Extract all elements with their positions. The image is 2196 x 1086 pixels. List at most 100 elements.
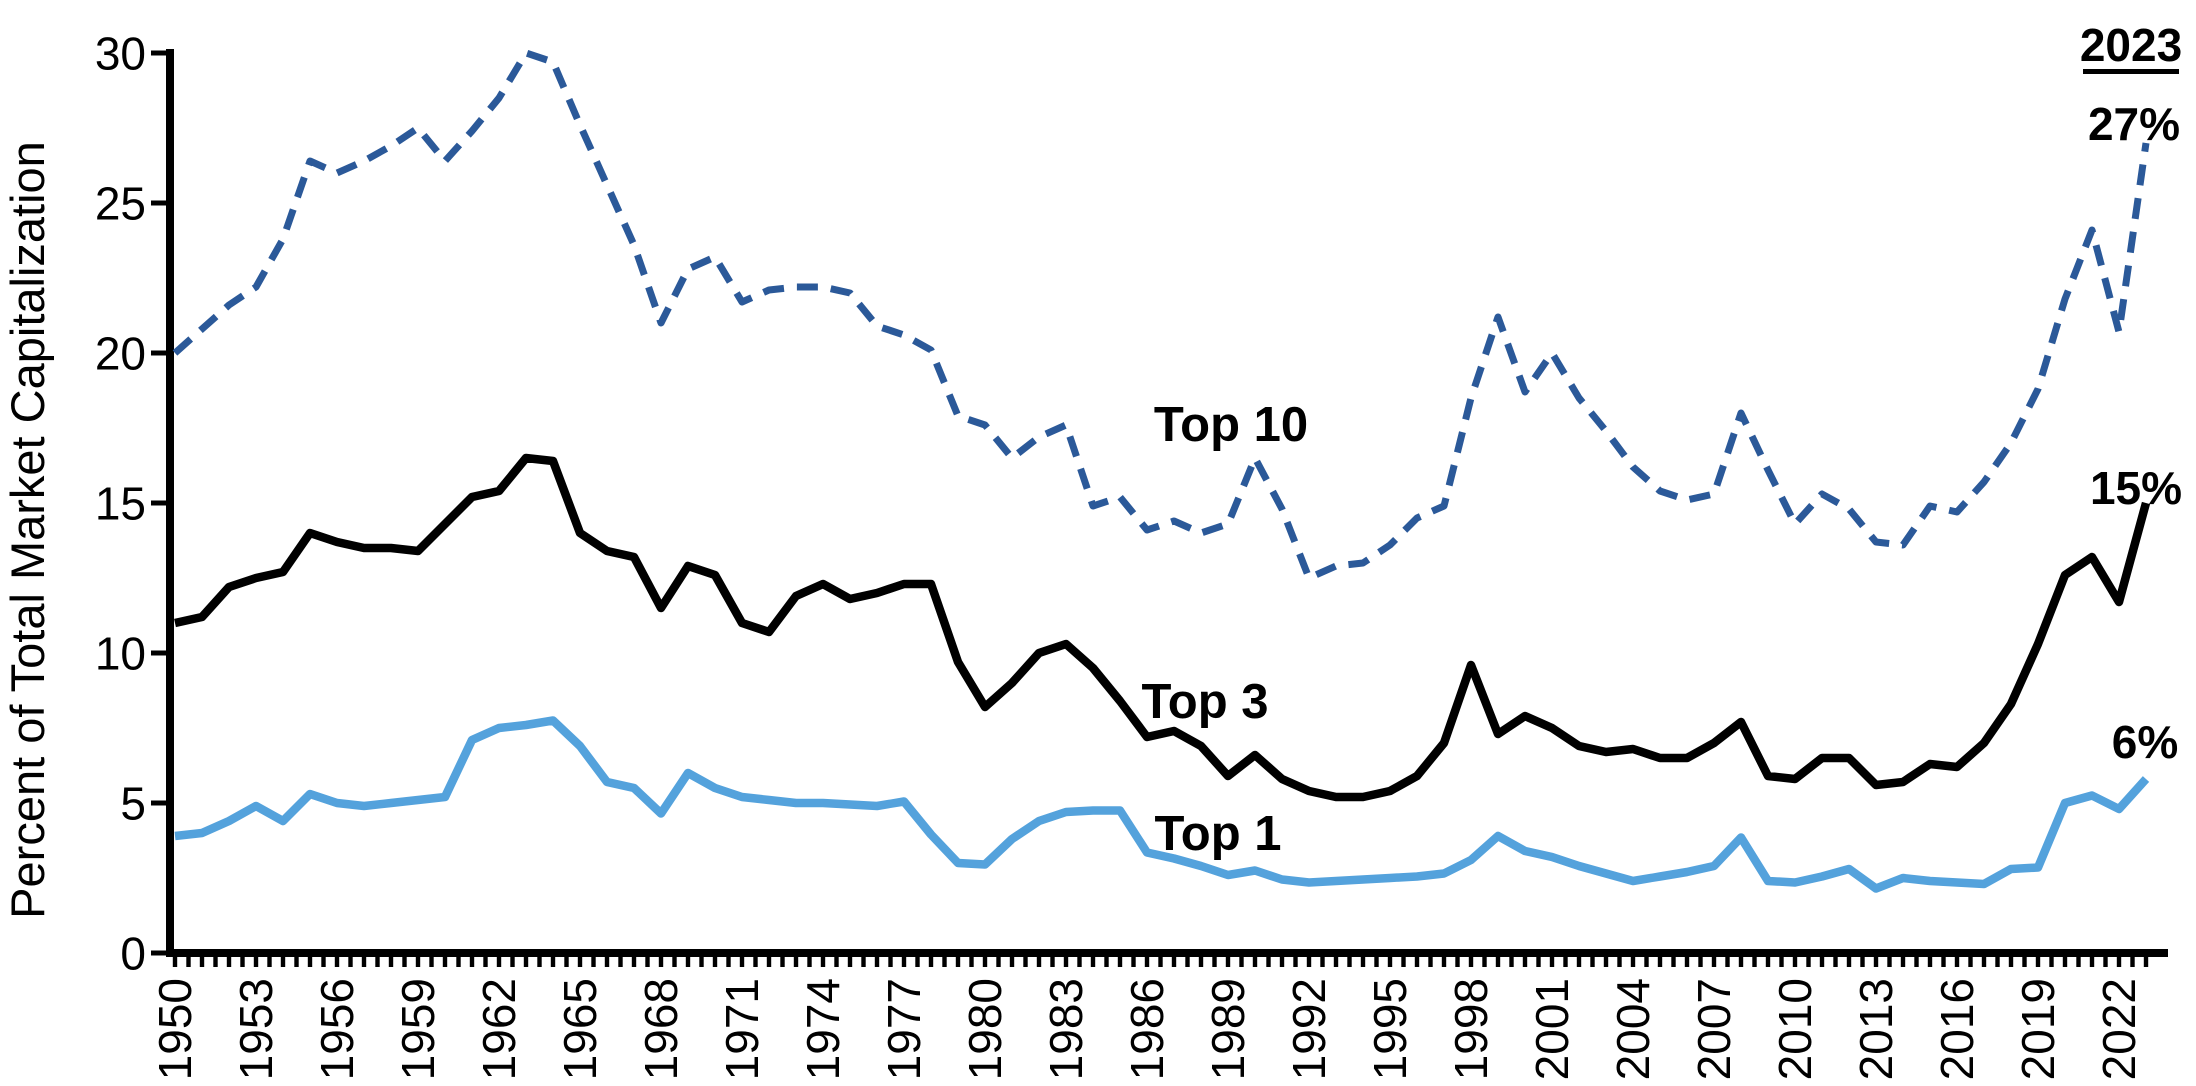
y-axis-tick-label: 25 [95,178,146,230]
x-axis-tick [1576,957,1582,967]
x-axis-tick [820,957,826,967]
x-axis-tick [334,957,340,967]
x-axis-tick [888,957,893,967]
x-axis-tick [996,957,1001,967]
x-axis-tick [213,957,218,967]
x-axis-tick-label: 1950 [149,978,201,1080]
x-axis-tick [753,957,758,967]
x-axis-tick [294,957,299,967]
x-axis-tick [483,957,488,967]
x-axis-tick [2008,957,2014,967]
x-axis-tick [928,957,934,967]
x-axis-tick [388,957,394,967]
x-axis-tick [496,957,502,967]
x-axis-tick [564,957,569,967]
x-axis-tick [1765,957,1771,967]
x-axis-tick [955,957,961,967]
x-axis-tick [1212,957,1217,967]
x-axis-tick-label: 2022 [2093,978,2145,1080]
x-axis-tick-label: 1977 [878,978,930,1080]
x-axis-tick-label: 2007 [1688,978,1740,1080]
x-axis-tick [1644,957,1649,967]
x-axis-tick [226,957,232,967]
series-line-top-1 [174,716,2150,893]
x-axis-tick-label: 2010 [1769,978,1821,1080]
x-axis-tick [1482,957,1487,967]
x-axis-tick-label: 1980 [959,978,1011,1080]
x-axis-tick [1104,957,1109,967]
x-axis-tick [847,957,853,967]
x-axis-tick [1360,957,1366,967]
x-axis-tick [2103,957,2108,967]
x-axis-tick [1320,957,1325,967]
series-line-top-3 [174,453,2151,802]
x-axis-tick [2130,957,2135,967]
x-axis-tick [1819,957,1825,967]
x-axis-tick [1873,957,1879,967]
annotation-top1-value: 6% [2112,716,2178,768]
x-axis-tick [537,957,542,967]
x-axis-tick [2062,957,2068,967]
x-axis-tick [1698,957,1703,967]
x-axis-tick-label: 1962 [473,978,525,1080]
x-axis-tick [2049,957,2054,967]
x-axis-tick [1509,957,1514,967]
x-axis-tick [1603,957,1609,967]
series-label-top3: Top 3 [1141,675,1268,729]
x-axis-tick [1846,957,1852,967]
x-axis-tick [915,957,920,967]
x-axis-tick [199,957,205,967]
x-axis-tick [1981,957,1987,967]
x-axis-tick [523,957,529,967]
x-axis-tick-label: 1998 [1445,978,1497,1080]
x-axis-tick [1711,957,1717,967]
x-axis-tick [1941,957,1946,967]
x-axis-tick-label: 1995 [1364,978,1416,1080]
x-axis-tick [1198,957,1204,967]
y-axis-tick [151,350,170,356]
x-axis-tick [901,957,907,967]
annotation-year-2023: 2023 [2080,19,2182,71]
x-axis-tick [1657,957,1663,967]
x-axis-tick [1522,957,1528,967]
y-axis-tick-label: 5 [120,778,146,830]
x-axis-tick [1131,957,1136,967]
annotation-year-underline [2083,69,2179,74]
x-axis-tick [591,957,596,967]
x-axis-tick [1401,957,1406,967]
annotation-top3-value: 15% [2090,462,2182,514]
y-axis-tick-label: 30 [95,28,146,80]
x-axis-tick [1225,957,1231,967]
x-axis-tick-label: 1974 [797,978,849,1080]
x-axis-tick [1792,957,1798,967]
x-axis-tick [1779,957,1784,967]
x-axis-tick [2076,957,2081,967]
x-axis-tick [402,957,407,967]
x-axis-tick [942,957,947,967]
x-axis-tick [645,957,650,967]
x-axis-tick [1171,957,1177,967]
y-axis-tick [151,650,170,656]
x-axis-tick [1374,957,1379,967]
x-axis-tick-label: 1983 [1040,978,1092,1080]
x-axis-tick [807,957,812,967]
x-axis-tick-label: 2001 [1526,978,1578,1080]
x-axis-tick [510,957,515,967]
x-axis-tick-label: 1986 [1121,978,1173,1080]
x-axis-tick [1279,957,1285,967]
x-axis-tick-label: 2004 [1607,978,1659,1080]
x-axis-tick [874,957,880,967]
x-axis-tick [1549,957,1555,967]
x-axis-tick [1158,957,1163,967]
x-axis-tick [793,957,799,967]
x-axis-tick [429,957,434,967]
x-axis-tick [1684,957,1690,967]
y-axis-title: Percent of Total Market Capitalization [1,141,54,919]
x-axis-tick [348,957,353,967]
x-axis-tick [1333,957,1339,967]
y-axis-tick [151,50,170,56]
x-axis-tick [1050,957,1055,967]
x-axis-tick [1009,957,1015,967]
x-axis-tick [1293,957,1298,967]
